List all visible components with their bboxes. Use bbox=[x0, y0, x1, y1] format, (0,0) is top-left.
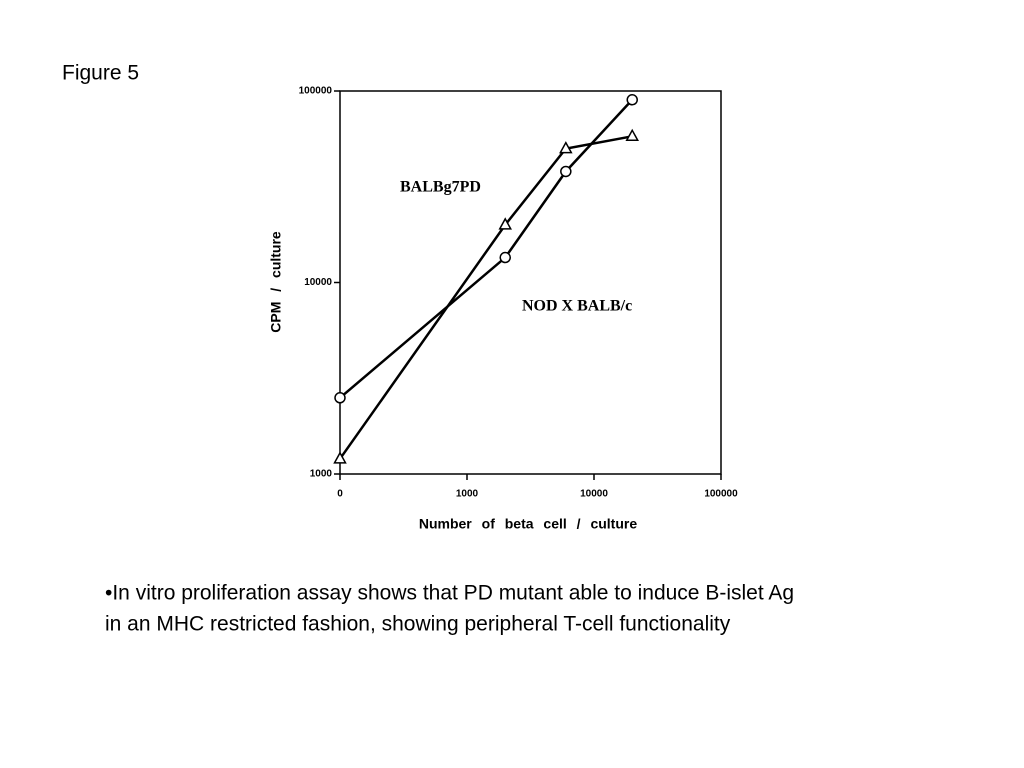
caption-line: •In vitro proliferation assay shows that… bbox=[105, 582, 794, 605]
series-annotation: BALBg7PD bbox=[400, 179, 481, 196]
x-tick-label: 1000 bbox=[456, 489, 479, 500]
series-line bbox=[339, 98, 634, 399]
caption-line: in an MHC restricted fashion, showing pe… bbox=[105, 613, 731, 636]
y-tick-label: 10000 bbox=[304, 277, 332, 288]
x-tick-label: 0 bbox=[337, 489, 343, 500]
series-line bbox=[338, 135, 633, 460]
series-annotation: NOD X BALB/c bbox=[522, 298, 632, 315]
circle-marker bbox=[334, 392, 346, 404]
x-tick-label: 100000 bbox=[704, 489, 738, 500]
triangle-marker bbox=[625, 128, 639, 142]
x-axis-label: Number of beta cell / culture bbox=[419, 516, 637, 532]
circle-marker bbox=[499, 251, 511, 264]
y-tick-label: 100000 bbox=[299, 86, 333, 97]
circle-marker bbox=[560, 165, 572, 178]
triangle-marker bbox=[498, 217, 512, 230]
figure-title: Figure 5 bbox=[62, 62, 139, 85]
triangle-marker bbox=[559, 141, 573, 154]
x-tick-label: 10000 bbox=[580, 489, 608, 500]
y-axis-label: CPM / culture bbox=[268, 231, 284, 333]
plot-frame bbox=[339, 90, 722, 475]
y-tick-label: 1000 bbox=[310, 469, 333, 480]
triangle-marker bbox=[333, 451, 347, 464]
circle-marker bbox=[626, 94, 638, 106]
